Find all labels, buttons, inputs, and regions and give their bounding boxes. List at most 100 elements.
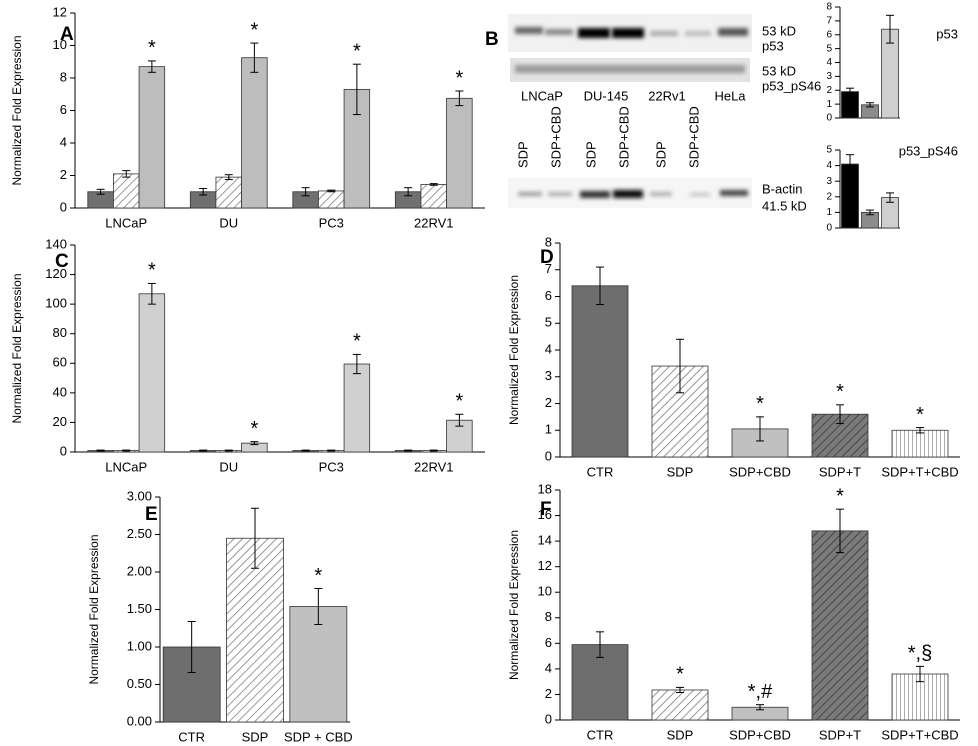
x-tick-label: CTR: [178, 729, 205, 744]
y-tick-label: 0: [60, 199, 67, 214]
significance-marker: *: [916, 404, 924, 426]
y-tick-label: 0: [545, 711, 552, 726]
bar: [289, 606, 348, 723]
y-tick-label: 7: [826, 16, 832, 27]
lane-label: LNCaP: [521, 88, 563, 103]
y-tick-label: 6: [60, 102, 67, 117]
error-bar: [846, 87, 854, 96]
y-tick-label: 3: [826, 176, 832, 187]
x-tick-label: SDP+CBD: [729, 464, 791, 479]
y-tick-label: 18: [538, 481, 552, 496]
y-tick-label: 8: [545, 234, 552, 249]
x-tick-label: PC3: [319, 459, 344, 474]
treatment-label: SDP+CBD: [548, 106, 563, 168]
significance-marker: *: [836, 381, 844, 403]
y-tick-label: 80: [53, 325, 67, 340]
x-tick-label: SDP: [667, 727, 694, 742]
x-tick-label: CTR: [587, 464, 614, 479]
error-bar: [404, 449, 413, 452]
chart-panel: 0 2 4 6 8 10 12 14 16 18 F Normalized Fold Expressi…: [507, 481, 960, 742]
x-tick-label: DU: [219, 215, 238, 230]
x-tick-label: SDP+CBD: [729, 727, 791, 742]
western-blot: B 53 kD p53 53 kD p53_pS46 B-actin 41.5 …: [485, 14, 821, 213]
significance-marker: *: [676, 664, 684, 686]
y-tick-label: 4: [545, 660, 552, 675]
x-tick-label: 22RV1: [414, 459, 454, 474]
y-tick-label: 6: [545, 288, 552, 303]
error-bar: [836, 508, 844, 554]
y-tick-label: 2: [826, 85, 832, 96]
y-tick-label: 3: [545, 368, 552, 383]
error-bar: [224, 449, 233, 452]
x-tick-label: SDP: [667, 464, 694, 479]
band: [548, 192, 572, 196]
panel-label: E: [145, 504, 158, 525]
y-tick-label: 0: [545, 448, 552, 463]
y-tick-label: 2: [545, 395, 552, 410]
y-tick-label: 8: [60, 69, 67, 84]
panel-label: B: [485, 29, 499, 50]
error-bar: [301, 449, 310, 452]
error-bar: [429, 449, 438, 452]
error-bar: [251, 507, 259, 569]
band: [518, 192, 542, 196]
error-bar: [404, 187, 413, 197]
chart-panel: 0.00 0.50 1.00 1.50 2.00 2.50 3.00E Normalized …: [87, 488, 353, 744]
error-bar: [199, 188, 208, 196]
bar: [113, 173, 140, 209]
y-tick-label: 8: [545, 609, 552, 624]
x-tick-label: SDP+T+CBD: [881, 464, 958, 479]
band: [515, 65, 745, 73]
x-tick-label: SDP+T: [819, 727, 861, 742]
x-tick-label: CTR: [587, 727, 614, 742]
error-bar: [250, 441, 259, 446]
y-tick-label: 40: [53, 384, 67, 399]
bar: [241, 57, 268, 209]
y-tick-label: 0: [826, 223, 832, 234]
y-tick-label: 1.50: [127, 601, 152, 616]
band: [718, 28, 748, 36]
error-bar: [187, 621, 196, 673]
chart-panel: 0 1 2 3 4 5 6 7 8D Normalized Fold Expression CTR S…: [507, 234, 960, 479]
error-bar: [147, 60, 156, 73]
y-tick-label: 1: [826, 99, 832, 110]
error-bar: [455, 413, 464, 427]
y-tick-label: 3: [826, 71, 832, 82]
error-bar: [122, 449, 131, 452]
band: [650, 31, 678, 36]
x-tick-label: SDP + CBD: [284, 729, 353, 744]
band: [580, 191, 610, 198]
y-tick-label: 1: [826, 207, 832, 218]
band-size: 41.5 kD: [762, 198, 807, 213]
band-size: 53 kD: [762, 63, 796, 78]
band: [650, 192, 672, 196]
y-tick-label: 2.00: [127, 563, 152, 578]
error-bar: [676, 338, 684, 394]
panel-label: D: [540, 247, 554, 268]
x-tick-label: PC3: [319, 215, 344, 230]
y-axis-label: Normalized Fold Expression: [10, 273, 24, 423]
error-bar: [352, 63, 361, 116]
y-tick-label: 140: [45, 236, 67, 251]
panel-label: C: [55, 251, 69, 272]
y-tick-label: 16: [538, 507, 552, 522]
error-bar: [866, 102, 874, 108]
y-tick-label: 0.00: [127, 713, 152, 728]
error-bar: [301, 187, 310, 197]
error-bar: [916, 665, 924, 683]
y-tick-label: 12: [53, 4, 67, 19]
x-tick-label: SDP+T+CBD: [881, 727, 958, 742]
y-tick-label: 12: [538, 558, 552, 573]
significance-marker: *: [314, 565, 322, 587]
y-tick-label: 0: [826, 113, 832, 124]
error-bar: [836, 404, 844, 425]
y-tick-label: 4: [826, 57, 832, 68]
treatment-label: SDP+CBD: [616, 106, 631, 168]
band: [578, 28, 610, 38]
y-tick-label: 10: [538, 584, 552, 599]
y-tick-label: 8: [826, 2, 832, 13]
y-tick-label: 14: [538, 533, 552, 548]
error-bar: [327, 189, 336, 193]
